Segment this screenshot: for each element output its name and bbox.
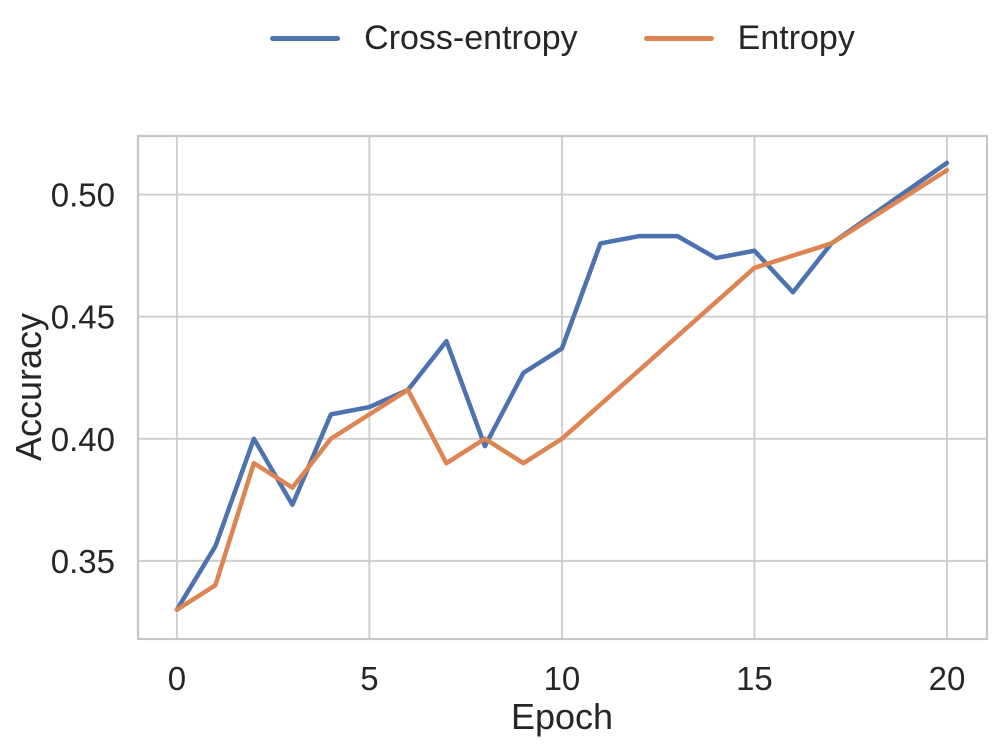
legend: Cross-entropy Entropy — [138, 12, 987, 64]
y-tick-label: 0.40 — [51, 421, 115, 458]
legend-label-entropy: Entropy — [737, 18, 855, 57]
y-tick-label: 0.50 — [51, 177, 115, 214]
x-tick-label: 5 — [360, 660, 378, 697]
y-axis-label: Accuracy — [8, 313, 49, 461]
legend-item-cross-entropy: Cross-entropy — [270, 19, 578, 58]
plot-border — [136, 134, 989, 641]
legend-line-swatch-cross-entropy — [270, 35, 341, 41]
tick-label-layer: 0 5 10 15 20 0.35 0.40 0.45 0.50 — [51, 177, 966, 697]
x-tick-label: 0 — [168, 660, 186, 697]
line-entropy — [174, 167, 950, 612]
x-tick-label: 10 — [544, 660, 581, 697]
series-layer — [174, 160, 950, 612]
y-tick-label: 0.35 — [51, 543, 115, 580]
legend-label-cross-entropy: Cross-entropy — [364, 18, 578, 57]
y-tick-label: 0.45 — [51, 299, 115, 336]
grid-layer — [138, 136, 987, 639]
x-tick-label: 15 — [736, 660, 773, 697]
x-tick-label: 20 — [929, 660, 966, 697]
x-axis-label: Epoch — [511, 696, 613, 737]
legend-item-entropy: Entropy — [643, 18, 855, 58]
legend-line-swatch-entropy — [643, 35, 714, 41]
